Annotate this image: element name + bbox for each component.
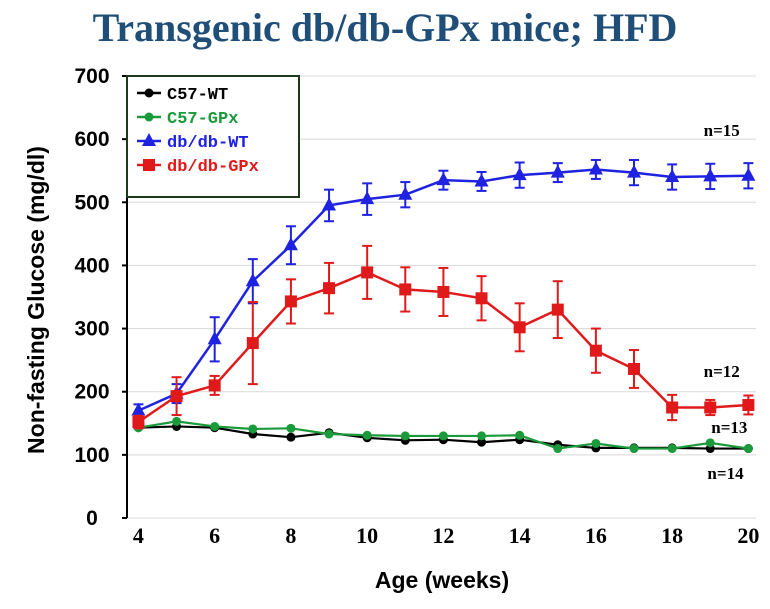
x-tick-label-10: 10 — [356, 523, 378, 548]
point-db-db-wt-12 — [436, 172, 451, 186]
point-db-db-gpx-10 — [361, 266, 374, 279]
point-c57-gpx-15 — [553, 444, 563, 454]
point-db-db-gpx-6 — [208, 379, 221, 392]
point-db-db-gpx-17 — [628, 362, 641, 375]
point-db-db-wt-11 — [398, 186, 413, 200]
point-db-db-gpx-14 — [513, 321, 526, 334]
point-db-db-wt-6 — [207, 331, 222, 345]
legend-label-c57-gpx: C57-GPx — [167, 110, 238, 129]
x-tick-label-4: 4 — [133, 523, 144, 548]
legend-label-c57-wt: C57-WT — [167, 86, 228, 105]
point-db-db-wt-4 — [131, 402, 146, 416]
point-db-db-gpx-4 — [132, 416, 145, 429]
legend-label-db-db-gpx: db/db-GPx — [167, 158, 259, 177]
legend-item-c57-gpx: C57-GPx — [137, 110, 238, 129]
x-tick-label-14: 14 — [509, 523, 531, 548]
y-tick-label-500: 500 — [74, 191, 109, 214]
point-db-db-wt-16 — [588, 161, 603, 175]
point-c57-gpx-12 — [438, 431, 448, 441]
annotation-n-12: n=12 — [704, 362, 740, 381]
point-db-db-gpx-5 — [170, 390, 183, 403]
point-db-db-wt-10 — [360, 191, 375, 205]
point-c57-wt-8 — [286, 432, 296, 442]
legend-item-db-db-wt: db/db-WT — [137, 133, 249, 153]
point-c57-gpx-9 — [324, 429, 334, 439]
x-tick-label-6: 6 — [209, 523, 220, 548]
y-tick-label-100: 100 — [74, 444, 109, 467]
annotation-n-15: n=15 — [704, 121, 740, 140]
point-db-db-wt-19 — [703, 168, 718, 182]
x-tick-label-12: 12 — [432, 523, 454, 548]
series-c57-gpx — [133, 416, 753, 454]
point-db-db-wt-8 — [283, 237, 298, 251]
point-db-db-gpx-13 — [475, 292, 488, 305]
point-db-db-gpx-7 — [246, 337, 259, 350]
legend-marker-db-db-gpx — [143, 159, 155, 171]
point-db-db-gpx-20 — [742, 398, 755, 411]
point-c57-gpx-11 — [400, 431, 410, 441]
point-db-db-gpx-18 — [666, 401, 679, 414]
point-c57-gpx-10 — [362, 430, 372, 440]
series-db-db-gpx — [132, 244, 755, 430]
y-tick-label-200: 200 — [74, 381, 109, 404]
chart-title: Transgenic db/db-GPx mice; HFD — [92, 5, 678, 50]
legend-marker-c57-gpx — [144, 112, 154, 122]
y-tick-label-400: 400 — [74, 254, 109, 277]
x-tick-label-20: 20 — [737, 523, 759, 548]
legend-item-db-db-gpx: db/db-GPx — [137, 158, 259, 177]
legend: C57-WT C57-GPx db/db-WT db/db-GPx — [126, 75, 300, 198]
point-db-db-gpx-11 — [399, 283, 412, 296]
point-db-db-gpx-12 — [437, 285, 450, 298]
point-c57-gpx-8 — [286, 423, 296, 433]
legend-marker-db-db-wt — [142, 133, 156, 146]
point-c57-gpx-5 — [172, 416, 182, 426]
y-tick-label-300: 300 — [74, 318, 109, 341]
x-axis-label: Age (weeks) — [375, 567, 509, 593]
legend-box — [126, 75, 300, 198]
y-tick-label-600: 600 — [74, 128, 109, 151]
point-c57-wt-13 — [477, 437, 487, 447]
point-db-db-gpx-15 — [551, 303, 564, 316]
point-db-db-gpx-9 — [323, 282, 336, 295]
point-db-db-wt-15 — [550, 164, 565, 178]
point-c57-gpx-19 — [705, 438, 715, 448]
legend-label-db-db-wt: db/db-WT — [167, 134, 249, 153]
point-db-db-wt-18 — [665, 169, 680, 183]
point-c57-gpx-17 — [629, 444, 639, 454]
point-db-db-gpx-19 — [704, 401, 717, 414]
series-layer — [131, 158, 756, 454]
point-db-db-wt-20 — [741, 167, 756, 181]
point-c57-gpx-7 — [248, 424, 258, 434]
x-tick-label-16: 16 — [585, 523, 607, 548]
point-db-db-gpx-8 — [284, 295, 297, 308]
annotation-n-14: n=14 — [707, 464, 744, 483]
point-c57-gpx-14 — [515, 430, 525, 440]
legend-item-c57-wt: C57-WT — [137, 86, 228, 105]
x-ticks: 4 6 8 10 12 14 16 18 20 — [133, 523, 759, 548]
y-ticks: 0 100 200 300 400 500 600 700 — [74, 65, 127, 530]
point-db-db-gpx-16 — [589, 344, 602, 357]
annotations: n=15 n=12 n=13 n=14 — [704, 121, 748, 483]
point-c57-gpx-20 — [743, 444, 753, 454]
series-db-db-wt — [131, 158, 756, 418]
point-c57-gpx-18 — [667, 444, 677, 454]
point-c57-gpx-6 — [210, 421, 220, 431]
x-tick-label-18: 18 — [661, 523, 683, 548]
point-c57-gpx-13 — [477, 431, 487, 441]
x-tick-label-8: 8 — [285, 523, 296, 548]
point-db-db-wt-17 — [627, 164, 642, 178]
point-db-db-wt-7 — [245, 273, 260, 287]
annotation-n-13: n=13 — [711, 418, 747, 437]
legend-marker-c57-wt — [144, 88, 154, 98]
y-axis-label: Non-fasting Glucose (mg/dl) — [23, 146, 49, 454]
point-c57-gpx-16 — [591, 438, 601, 448]
point-db-db-wt-9 — [322, 197, 337, 211]
point-db-db-wt-14 — [512, 167, 527, 181]
y-tick-label-0: 0 — [86, 507, 98, 530]
y-tick-label-700: 700 — [74, 65, 109, 88]
point-db-db-wt-13 — [474, 173, 489, 187]
